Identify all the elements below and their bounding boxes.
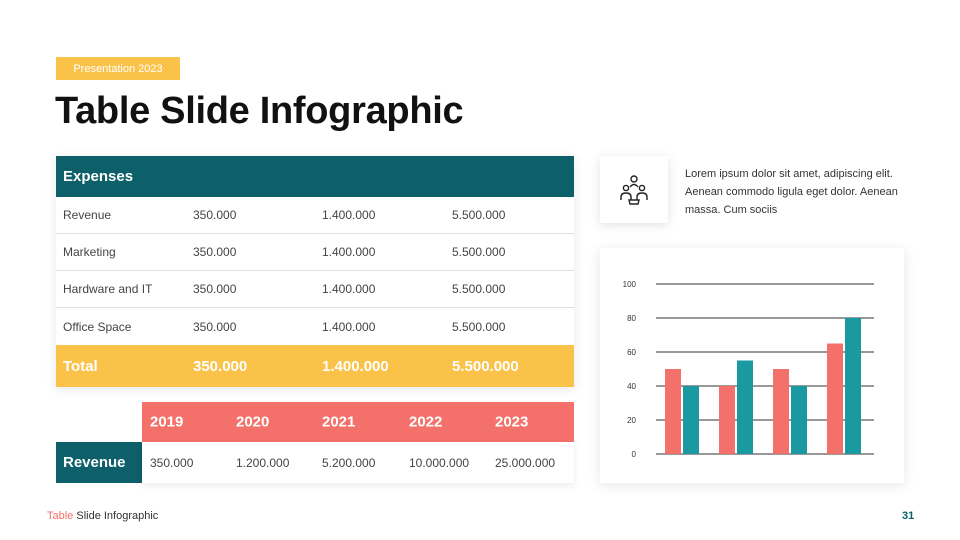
page-number: 31 — [902, 510, 915, 522]
bar — [737, 360, 753, 454]
row-value: 350.000 — [193, 245, 237, 259]
revenue-value: 350.000 — [150, 455, 194, 470]
total-label: Total — [63, 357, 98, 375]
revenue-value: 10.000.000 — [409, 455, 470, 470]
row-value: 1.400.000 — [322, 208, 376, 222]
row-label: Revenue — [63, 208, 112, 222]
bar-chart-card: 0 20 40 60 80 100 — [600, 248, 904, 483]
y-tick-label: 60 — [627, 348, 636, 357]
table-row: Marketing 350.000 1.400.000 5.500.000 — [56, 234, 574, 271]
table-row: Office Space 350.000 1.400.000 5.500.000 — [56, 308, 574, 345]
icon-card — [600, 156, 668, 223]
y-tick-label: 0 — [632, 450, 637, 459]
row-value: 5.500.000 — [452, 245, 506, 259]
row-value: 1.400.000 — [322, 319, 376, 334]
bar — [719, 386, 735, 454]
footer-accent: Table — [47, 510, 74, 522]
row-value: 5.500.000 — [452, 282, 506, 296]
year-label: 2020 — [236, 413, 270, 431]
footer-rest: Slide Infographic — [73, 510, 159, 522]
team-meeting-icon — [620, 174, 648, 205]
total-value: 5.500.000 — [452, 357, 519, 375]
row-label: Hardware and IT — [63, 282, 153, 296]
row-value: 5.500.000 — [452, 208, 506, 222]
bar — [827, 343, 843, 454]
y-tick-label: 80 — [627, 314, 636, 323]
revenue-row-label: Revenue — [56, 442, 142, 483]
total-value: 350.000 — [193, 357, 248, 375]
total-row: Total 350.000 1.400.000 5.500.000 — [56, 345, 574, 387]
presentation-tag: Presentation 2023 — [56, 57, 180, 80]
year-label: 2022 — [409, 413, 443, 431]
bar — [773, 369, 789, 454]
expenses-header: Expenses — [56, 156, 574, 197]
bar — [845, 318, 861, 454]
year-label: 2023 — [495, 413, 529, 431]
row-value: 350.000 — [193, 208, 237, 222]
table-row: Revenue 350.000 1.400.000 5.500.000 — [56, 197, 574, 234]
year-label: 2021 — [322, 413, 356, 431]
revenue-value: 25.000.000 — [495, 455, 556, 470]
y-tick-label: 40 — [627, 382, 636, 391]
year-label: 2019 — [150, 413, 184, 431]
revenue-years-header: 2019 2020 2021 2022 2023 — [142, 402, 574, 442]
bar — [683, 386, 699, 454]
row-label: Marketing — [63, 245, 116, 259]
row-label: Office Space — [63, 319, 132, 334]
row-value: 5.500.000 — [452, 319, 506, 334]
bar — [665, 369, 681, 454]
revenue-value: 5.200.000 — [322, 455, 376, 470]
row-value: 1.400.000 — [322, 282, 376, 296]
info-text: Lorem ipsum dolor sit amet, adipiscing e… — [685, 168, 898, 216]
footer-title: Table Slide Infographic — [47, 510, 158, 522]
y-tick-label: 20 — [627, 416, 636, 425]
revenue-values-row: 350.000 1.200.000 5.200.000 10.000.000 2… — [142, 442, 574, 483]
revenue-value: 1.200.000 — [236, 455, 290, 470]
slide-title: Table Slide Infographic — [55, 90, 464, 132]
total-value: 1.400.000 — [322, 357, 389, 375]
expenses-table: Expenses Revenue 350.000 1.400.000 5.500… — [56, 156, 574, 387]
row-value: 350.000 — [193, 319, 237, 334]
table-row: Hardware and IT 350.000 1.400.000 5.500.… — [56, 271, 574, 308]
row-value: 1.400.000 — [322, 245, 376, 259]
bar — [791, 386, 807, 454]
row-value: 350.000 — [193, 282, 237, 296]
y-tick-label: 100 — [623, 280, 637, 289]
bar-chart: 0 20 40 60 80 100 — [623, 280, 874, 459]
